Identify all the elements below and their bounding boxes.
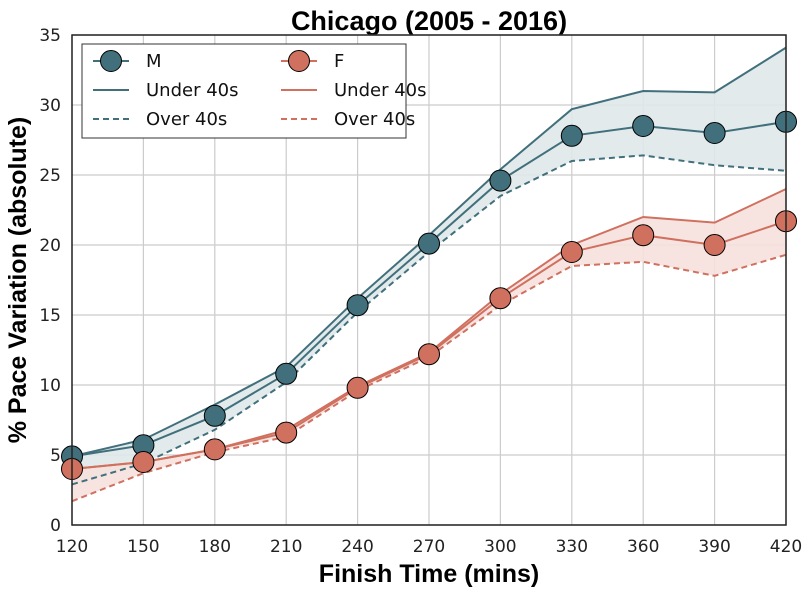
x-tick-label: 390 bbox=[698, 537, 730, 557]
series-m-point bbox=[418, 232, 440, 255]
series-m-band bbox=[72, 47, 786, 485]
plot-frame bbox=[71, 34, 787, 526]
x-axis-label: Finish Time (mins) bbox=[319, 560, 539, 588]
x-tick-label: 210 bbox=[270, 537, 302, 557]
series-f-point bbox=[132, 451, 155, 473]
chart-title: Chicago (2005 - 2016) bbox=[291, 6, 567, 36]
series-f-point bbox=[703, 234, 726, 256]
series-m-point bbox=[489, 169, 512, 192]
x-tick-label: 330 bbox=[556, 537, 588, 557]
y-tick-label: 30 bbox=[39, 96, 61, 116]
series-f-point bbox=[418, 343, 440, 366]
series-f-point bbox=[275, 421, 298, 444]
y-tick-label: 20 bbox=[39, 236, 61, 256]
x-tick-label: 120 bbox=[56, 537, 88, 557]
y-tick-label: 0 bbox=[50, 516, 61, 536]
x-tick-label: 360 bbox=[627, 537, 659, 557]
series-m-point bbox=[560, 124, 583, 147]
series-f-point bbox=[489, 287, 512, 310]
y-axis-label: % Pace Variation (absolute) bbox=[4, 117, 32, 444]
x-tick-label: 150 bbox=[127, 537, 159, 557]
legend-f-marker bbox=[288, 50, 310, 72]
series-f-point bbox=[560, 241, 583, 263]
y-tick-label: 35 bbox=[39, 26, 61, 46]
x-axis-ticks: 120 150 180 210 240 270 300 330 360 390 420 bbox=[56, 537, 802, 557]
series-m-point bbox=[346, 294, 369, 317]
x-tick-label: 240 bbox=[341, 537, 373, 557]
y-tick-label: 10 bbox=[39, 376, 61, 396]
y-axis-ticks: 0 5 10 15 20 25 30 35 bbox=[39, 26, 61, 536]
y-tick-label: 25 bbox=[39, 166, 61, 186]
series-f-point bbox=[632, 224, 655, 247]
y-tick-label: 15 bbox=[39, 306, 61, 326]
series-f-point bbox=[203, 438, 226, 461]
series-f-over-40s-line bbox=[71, 253, 787, 503]
x-tick-label: 270 bbox=[413, 537, 445, 557]
series-m-point bbox=[203, 404, 226, 427]
legend-f-under-label: Under 40s bbox=[334, 80, 427, 101]
series-f-point bbox=[346, 376, 369, 399]
legend: M Under 40s Over 40s F Under 40s Over 40… bbox=[81, 43, 427, 139]
x-tick-label: 420 bbox=[770, 537, 802, 557]
legend-m-marker bbox=[100, 50, 122, 72]
x-tick-label: 180 bbox=[199, 537, 231, 557]
series-m-point bbox=[275, 362, 298, 385]
legend-f-over-label: Over 40s bbox=[334, 109, 415, 130]
legend-m-under-label: Under 40s bbox=[146, 80, 239, 101]
x-tick-label: 300 bbox=[484, 537, 516, 557]
legend-box bbox=[81, 43, 407, 139]
y-tick-label: 5 bbox=[50, 446, 61, 466]
legend-m-over-label: Over 40s bbox=[146, 109, 227, 130]
series-m-point bbox=[632, 115, 655, 137]
legend-f-label: F bbox=[334, 51, 344, 72]
legend-m-label: M bbox=[146, 51, 162, 72]
series-m-point bbox=[703, 122, 726, 144]
